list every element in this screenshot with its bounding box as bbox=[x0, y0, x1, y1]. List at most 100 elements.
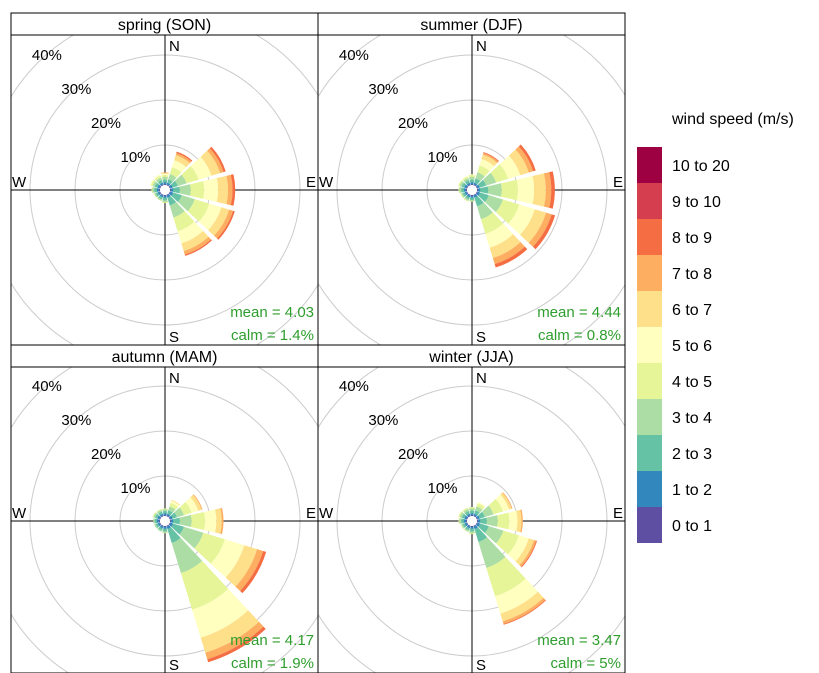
panel-title: spring (SON) bbox=[118, 17, 211, 34]
wind-sector bbox=[209, 146, 226, 173]
wind-sector bbox=[163, 526, 167, 529]
wind-sector bbox=[463, 529, 469, 533]
legend-label: 4 to 5 bbox=[672, 374, 712, 391]
wind-sector bbox=[474, 510, 480, 516]
wind-sector bbox=[161, 173, 169, 176]
wind-sector bbox=[473, 194, 478, 198]
legend-title: wind speed (m/s) bbox=[671, 111, 794, 128]
wind-sector bbox=[159, 513, 164, 517]
wind-sector bbox=[157, 184, 161, 189]
wind-sector bbox=[484, 526, 504, 544]
wind-sector bbox=[162, 200, 168, 203]
wind-sector bbox=[155, 192, 160, 197]
wind-sector bbox=[475, 516, 478, 520]
wind-sector bbox=[177, 221, 204, 244]
wind-sector bbox=[176, 151, 193, 162]
wind-sector bbox=[459, 512, 465, 518]
wind-sector bbox=[496, 530, 519, 555]
wind-sector bbox=[476, 188, 478, 192]
wind-sector bbox=[466, 513, 471, 517]
wind-sector bbox=[470, 194, 474, 196]
wind-sector bbox=[162, 201, 168, 204]
wind-sector bbox=[155, 513, 160, 519]
wind-sector bbox=[473, 525, 478, 530]
wind-sector bbox=[208, 207, 230, 236]
wind-sector bbox=[470, 515, 474, 517]
wind-sector bbox=[459, 518, 462, 524]
wind-sector bbox=[170, 188, 174, 192]
wind-sector bbox=[177, 195, 195, 212]
wind-sector bbox=[230, 174, 236, 206]
wind-sector bbox=[179, 515, 192, 527]
wind-sector bbox=[166, 524, 170, 527]
wind-sector bbox=[475, 191, 478, 195]
wind-sector bbox=[158, 511, 163, 516]
wind-sector bbox=[194, 532, 225, 564]
wind-sector bbox=[160, 524, 164, 527]
wind-sector bbox=[169, 167, 182, 178]
wind-sector bbox=[462, 192, 467, 197]
wind-sector bbox=[477, 511, 485, 519]
wind-sector bbox=[475, 522, 478, 526]
wind-sector bbox=[476, 522, 481, 527]
wind-sector bbox=[162, 532, 168, 534]
wind-sector bbox=[461, 513, 467, 519]
wind-sector bbox=[474, 195, 484, 207]
wind-sector bbox=[168, 522, 171, 526]
wind-sector bbox=[157, 515, 161, 520]
legend-label: 8 to 9 bbox=[672, 230, 712, 247]
wind-sector bbox=[479, 517, 487, 525]
wind-sector bbox=[469, 199, 475, 202]
wind-sector bbox=[168, 516, 171, 520]
wind-sector bbox=[168, 191, 171, 195]
wind-sector bbox=[203, 178, 219, 202]
wind-sector bbox=[469, 510, 475, 514]
wind-sector bbox=[220, 507, 224, 535]
panel-title: autumn (MAM) bbox=[112, 349, 218, 366]
ring-label: 20% bbox=[91, 115, 121, 132]
wind-sector bbox=[183, 236, 212, 255]
mean-label: mean = 4.44 bbox=[537, 304, 621, 321]
wind-sector bbox=[476, 515, 480, 520]
wind-sector bbox=[478, 192, 489, 202]
wind-sector bbox=[476, 519, 478, 523]
wind-sector bbox=[508, 204, 535, 235]
panel-strip bbox=[317, 344, 626, 368]
legend-label: 1 to 2 bbox=[672, 482, 712, 499]
wind-sector bbox=[469, 197, 475, 200]
wind-sector bbox=[149, 179, 155, 186]
wind-sector bbox=[475, 506, 483, 513]
wind-sector bbox=[502, 597, 546, 624]
wind-sector bbox=[168, 174, 177, 182]
wind-sector bbox=[473, 182, 478, 186]
panel-title: summer (DJF) bbox=[420, 17, 522, 34]
wind-sector bbox=[515, 538, 535, 566]
wind-sector bbox=[156, 519, 160, 523]
wind-sector bbox=[470, 195, 474, 198]
wind-sector bbox=[215, 508, 222, 534]
wind-sector bbox=[477, 502, 486, 508]
ring-label: 10% bbox=[120, 480, 150, 497]
legend-label: 2 to 3 bbox=[672, 446, 712, 463]
wind-sector bbox=[175, 152, 192, 164]
wind-sector bbox=[160, 184, 164, 187]
wind-sector bbox=[154, 192, 158, 198]
wind-sector bbox=[180, 560, 229, 610]
compass-s: S bbox=[476, 657, 486, 673]
wind-sector bbox=[171, 192, 182, 202]
wind-sector bbox=[464, 511, 470, 516]
wind-sector bbox=[169, 201, 185, 218]
wind-sector bbox=[160, 193, 164, 196]
ring-label: 30% bbox=[61, 81, 91, 98]
wind-sector bbox=[185, 497, 199, 513]
wind-sector bbox=[226, 174, 233, 206]
wind-sector bbox=[171, 160, 187, 173]
wind-sector bbox=[459, 187, 462, 193]
calm-hub bbox=[160, 516, 170, 526]
wind-sector bbox=[477, 519, 481, 523]
compass-w: W bbox=[12, 174, 27, 191]
wind-sector bbox=[497, 512, 510, 530]
wind-sector bbox=[458, 180, 463, 187]
wind-sector bbox=[179, 501, 192, 516]
